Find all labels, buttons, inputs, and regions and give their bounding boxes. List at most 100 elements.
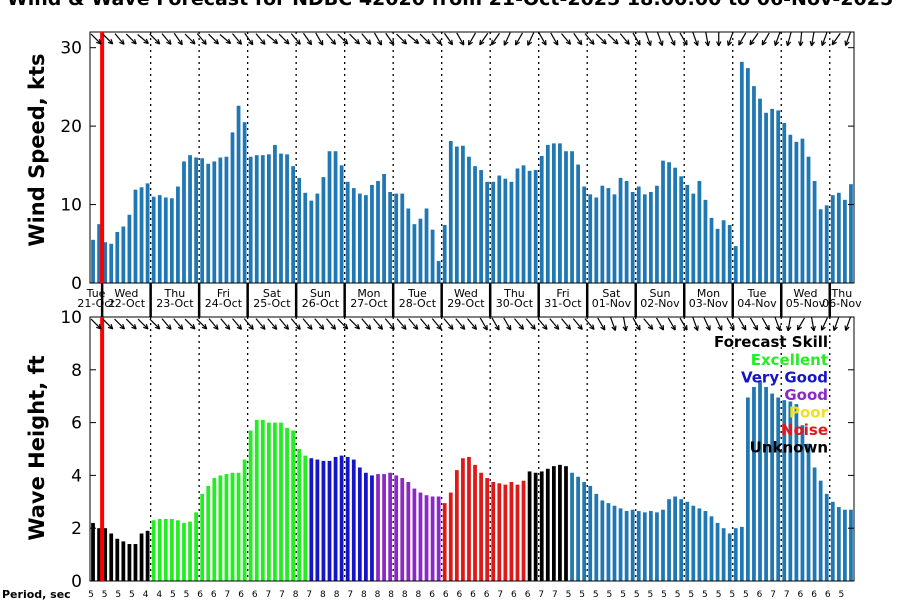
wave-bar — [176, 520, 180, 581]
wave-direction-arrow — [491, 317, 500, 331]
wind-bar — [91, 239, 95, 283]
wind-bar — [612, 194, 617, 283]
period-tick-label: 5 — [88, 590, 94, 600]
wind-bar — [303, 192, 308, 283]
date-label: 04-Nov — [737, 297, 777, 310]
wave-direction-arrow — [279, 318, 290, 330]
wind-direction-arrow — [90, 33, 102, 45]
wind-bar — [849, 184, 853, 283]
wave-bar — [770, 393, 775, 581]
wave-direction-arrow — [796, 317, 806, 331]
wind-bar — [794, 141, 799, 283]
wind-bar — [200, 158, 205, 283]
wind-bar — [279, 153, 283, 283]
wind-bar — [224, 156, 229, 283]
wave-direction-arrow — [184, 318, 196, 330]
wind-direction-arrow — [479, 32, 489, 46]
wind-bar — [806, 156, 811, 283]
wind-bar — [746, 68, 750, 283]
wave-direction-arrow — [431, 318, 442, 330]
day-name-label: Thu — [164, 287, 186, 300]
wave-bar — [624, 511, 629, 581]
wave-bar — [843, 509, 847, 581]
period-tick-label: 5 — [129, 590, 135, 600]
wind-bar — [309, 200, 314, 283]
wave-direction-arrow — [561, 318, 572, 330]
period-axis-label: Period, sec — [2, 588, 71, 600]
wind-direction-arrow — [632, 32, 641, 46]
wind-bar — [376, 181, 380, 283]
period-tick-label: 5 — [579, 590, 585, 600]
wave-direction-arrow — [572, 318, 583, 330]
wave-bar — [836, 507, 841, 581]
wave-bar — [273, 422, 277, 581]
wave-direction-arrow — [137, 318, 149, 330]
wind-direction-arrow — [679, 32, 688, 46]
wave-bar — [503, 484, 508, 581]
period-tick-label: 7 — [497, 590, 503, 600]
wind-direction-arrow — [255, 33, 266, 45]
wave-bar — [509, 482, 514, 581]
wind-bar — [285, 154, 289, 283]
period-tick-label: 7 — [279, 590, 285, 600]
day-name-label: Tue — [86, 287, 106, 300]
wave-bar — [685, 501, 690, 581]
period-tick-label: 8 — [402, 590, 408, 600]
wave-bar — [758, 380, 762, 581]
date-label: 01-Nov — [592, 297, 632, 310]
wind-bar — [830, 195, 835, 283]
period-tick-label: 6 — [443, 590, 449, 600]
wind-bar — [697, 181, 702, 283]
date-label: 22-Oct — [108, 297, 146, 310]
wind-bar — [297, 177, 302, 283]
wave-direction-arrow — [610, 317, 617, 332]
day-name-label: Wed — [114, 287, 138, 300]
period-tick-label: 8 — [293, 590, 299, 600]
wind-bar — [582, 186, 587, 283]
wave-direction-arrow — [622, 317, 628, 332]
wave-ytick-label: 6 — [71, 414, 82, 434]
wave-bar — [115, 538, 120, 581]
period-tick-label: 6 — [252, 590, 258, 600]
wave-bar — [370, 475, 374, 581]
wave-bar — [721, 528, 726, 581]
period-tick-label: 5 — [688, 590, 694, 600]
wind-direction-arrow — [704, 32, 711, 47]
wave-bar — [739, 526, 744, 581]
wave-direction-arrow — [396, 318, 407, 330]
wave-bar — [200, 493, 205, 581]
wind-direction-arrow — [349, 33, 361, 45]
wave-bar — [727, 533, 732, 581]
wave-bar — [570, 472, 574, 581]
wave-bar — [145, 530, 150, 581]
date-label: 26-Oct — [302, 297, 340, 310]
wind-bar — [764, 112, 768, 284]
period-tick-label: 6 — [525, 590, 531, 600]
wave-bar — [600, 500, 605, 581]
wind-bar — [491, 181, 496, 283]
period-tick-label: 6 — [211, 590, 217, 600]
period-tick-label: 6 — [470, 590, 476, 600]
wave-ylabel: Wave Height, ft — [25, 355, 49, 540]
wind-bar — [721, 220, 726, 283]
wave-direction-arrow — [173, 318, 184, 330]
legend-item: Unknown — [750, 439, 828, 457]
day-name-label: Mon — [357, 287, 380, 300]
wind-bar — [212, 161, 217, 283]
wave-direction-arrow — [703, 317, 711, 331]
wave-bar — [157, 518, 162, 581]
wind-bar — [388, 192, 393, 283]
wind-bar — [691, 193, 696, 283]
wave-bar — [212, 478, 217, 581]
wave-bar — [242, 459, 247, 581]
wave-direction-arrow — [525, 318, 536, 330]
date-label: 02-Nov — [640, 297, 680, 310]
wind-ytick-label: 30 — [60, 39, 82, 59]
wave-bar — [551, 466, 556, 581]
wind-bar — [133, 189, 138, 283]
legend-item: Good — [784, 386, 828, 404]
wind-bar — [667, 162, 671, 283]
wind-bar — [145, 183, 150, 283]
wind-ytick-label: 0 — [71, 274, 82, 294]
wind-direction-arrow — [232, 33, 243, 45]
